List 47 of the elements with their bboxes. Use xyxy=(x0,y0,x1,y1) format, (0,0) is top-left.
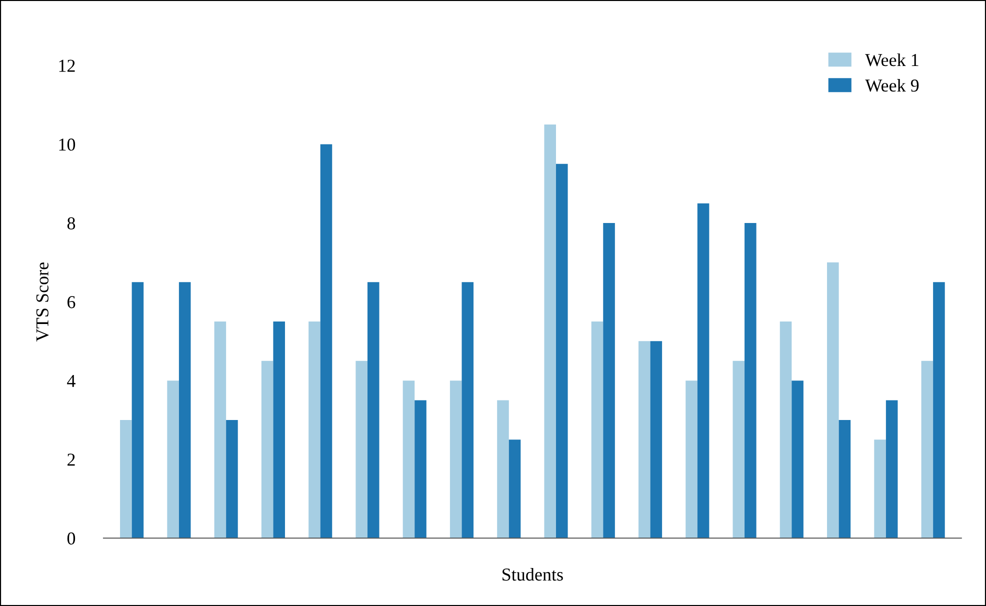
bar xyxy=(921,360,934,538)
bar xyxy=(226,420,238,538)
bar xyxy=(132,282,144,538)
bar xyxy=(120,420,132,538)
bar xyxy=(638,341,650,538)
y-tick-label: 8 xyxy=(67,217,76,230)
bar xyxy=(686,380,698,538)
y-tick-label: 12 xyxy=(59,60,75,72)
legend-label: Week 1 xyxy=(865,53,918,66)
x-axis-title: Students xyxy=(502,568,563,581)
bar xyxy=(214,321,226,538)
y-tick-label: 6 xyxy=(68,296,76,308)
bar xyxy=(838,420,851,538)
bar xyxy=(178,282,191,538)
bar xyxy=(874,440,886,538)
bar xyxy=(414,400,426,538)
bar xyxy=(320,144,332,538)
bar xyxy=(697,203,710,538)
bar xyxy=(167,380,179,538)
bar xyxy=(591,321,604,538)
bar xyxy=(886,400,898,538)
legend-label: Week 9 xyxy=(865,78,919,92)
bar xyxy=(261,360,274,538)
bar xyxy=(308,321,320,538)
y-tick-label: 0 xyxy=(67,532,76,545)
bar xyxy=(556,164,568,538)
bar xyxy=(508,440,521,538)
y-tick-label: 2 xyxy=(68,454,75,466)
bar xyxy=(402,380,415,538)
bar xyxy=(544,124,556,538)
bar xyxy=(462,282,474,538)
bar xyxy=(744,223,756,538)
bar xyxy=(497,400,509,538)
bar xyxy=(273,321,285,538)
y-axis-title: VTS Score xyxy=(36,262,49,342)
bar xyxy=(450,380,462,538)
bar xyxy=(780,321,792,538)
bar xyxy=(792,380,804,538)
bar xyxy=(732,360,745,538)
bar xyxy=(367,282,380,538)
y-tick-label: 4 xyxy=(67,374,76,387)
bar xyxy=(827,262,839,538)
bar xyxy=(650,341,662,538)
bar xyxy=(933,282,945,538)
bar xyxy=(356,360,368,538)
bar xyxy=(603,223,615,538)
y-tick-label: 10 xyxy=(59,138,76,151)
